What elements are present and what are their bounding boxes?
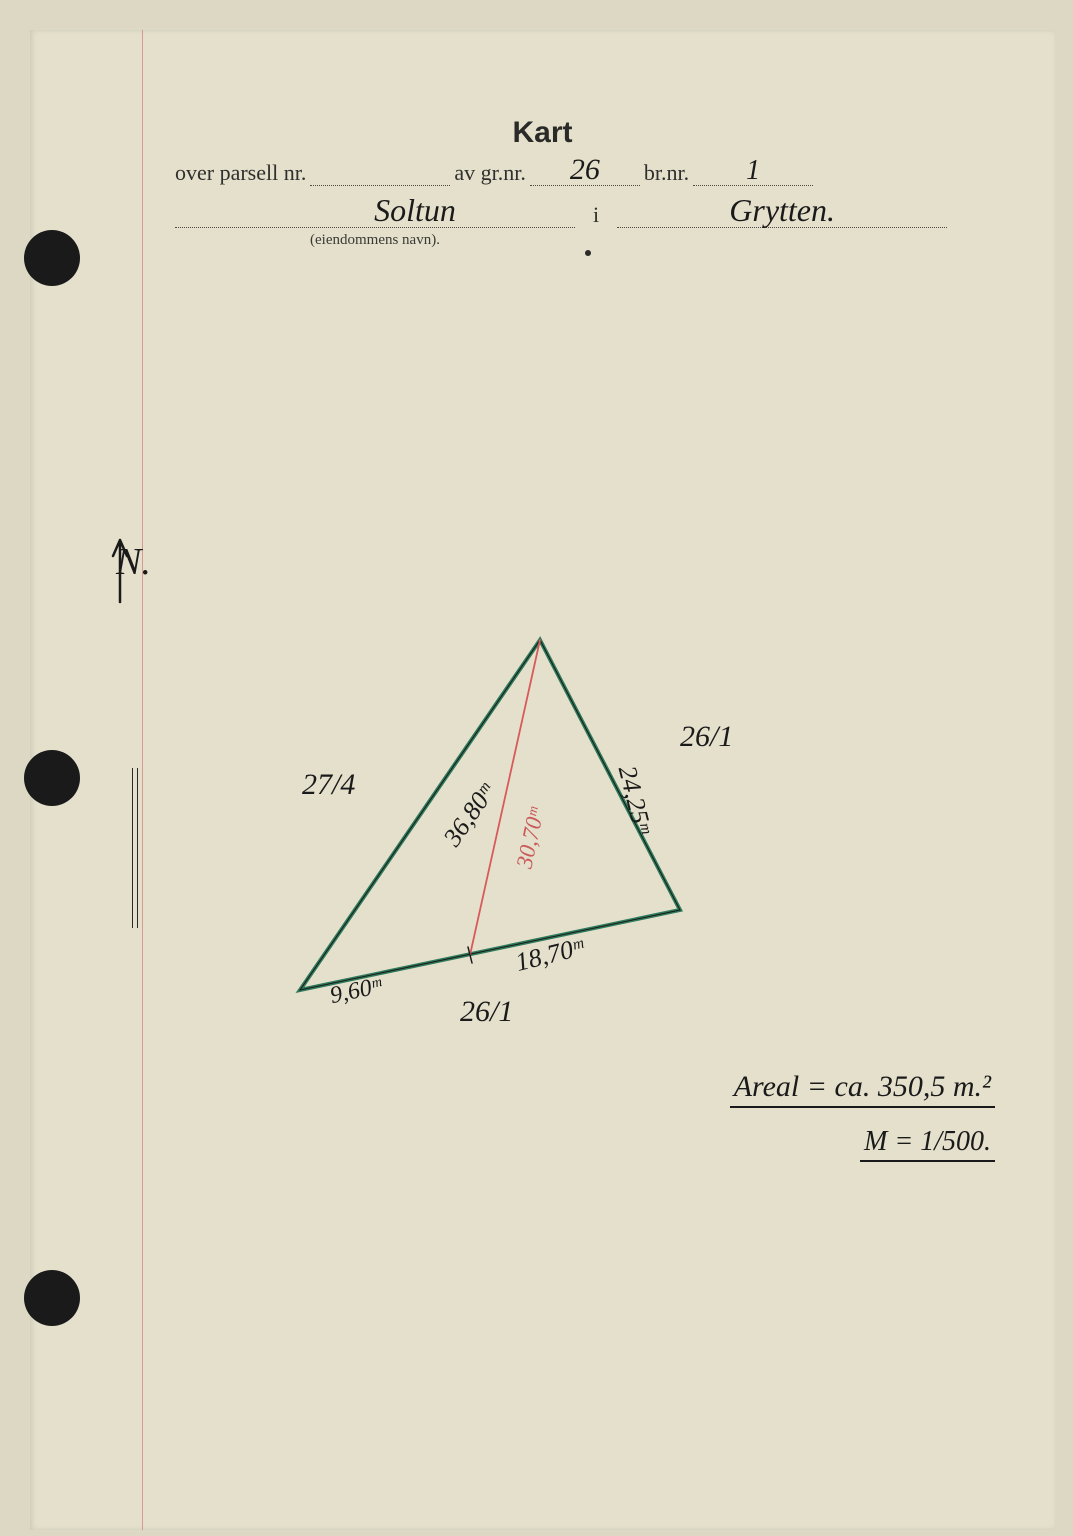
form-line-1: over parsell nr. av gr.nr. 26 br.nr. 1 bbox=[175, 160, 1045, 196]
value-eiendom-navn: Soltun bbox=[374, 192, 456, 229]
value-sted: Grytten. bbox=[729, 192, 835, 229]
parcel-diagram bbox=[230, 610, 790, 1040]
punch-hole bbox=[24, 750, 80, 806]
neighbor-left: 27/4 bbox=[302, 768, 355, 802]
value-brnr: 1 bbox=[746, 155, 760, 187]
field-brnr: 1 bbox=[693, 162, 813, 186]
document-page: Kart over parsell nr. av gr.nr. 26 br.nr… bbox=[30, 30, 1055, 1530]
label-i: i bbox=[579, 202, 613, 227]
field-grnr: 26 bbox=[530, 162, 640, 186]
binding-marks bbox=[132, 768, 138, 928]
punch-hole bbox=[24, 1270, 80, 1326]
area-block: Areal = ca. 350,5 m.² M = 1/500. bbox=[730, 1070, 995, 1180]
label-av-grnr: av gr.nr. bbox=[454, 160, 526, 185]
value-grnr: 26 bbox=[570, 153, 600, 187]
field-sted: Grytten. bbox=[617, 204, 947, 228]
label-brnr: br.nr. bbox=[644, 160, 689, 185]
page-title: Kart bbox=[30, 116, 1055, 150]
neighbor-right: 26/1 bbox=[680, 720, 733, 754]
neighbor-below: 26/1 bbox=[460, 995, 513, 1029]
form-line-2: Soltun i Grytten. bbox=[175, 202, 1045, 238]
north-label: N. bbox=[116, 540, 151, 584]
field-eiendom-navn: Soltun bbox=[175, 204, 575, 228]
area-value: Areal = ca. 350,5 m.² bbox=[730, 1070, 995, 1108]
scale-value: M = 1/500. bbox=[860, 1126, 995, 1162]
ink-dot bbox=[585, 250, 591, 256]
margin-rule bbox=[142, 30, 143, 1530]
punch-hole bbox=[24, 230, 80, 286]
sublabel-eiendom: (eiendommens navn). bbox=[310, 232, 440, 249]
label-over-parsell: over parsell nr. bbox=[175, 160, 306, 185]
field-parsell-nr bbox=[310, 162, 450, 186]
